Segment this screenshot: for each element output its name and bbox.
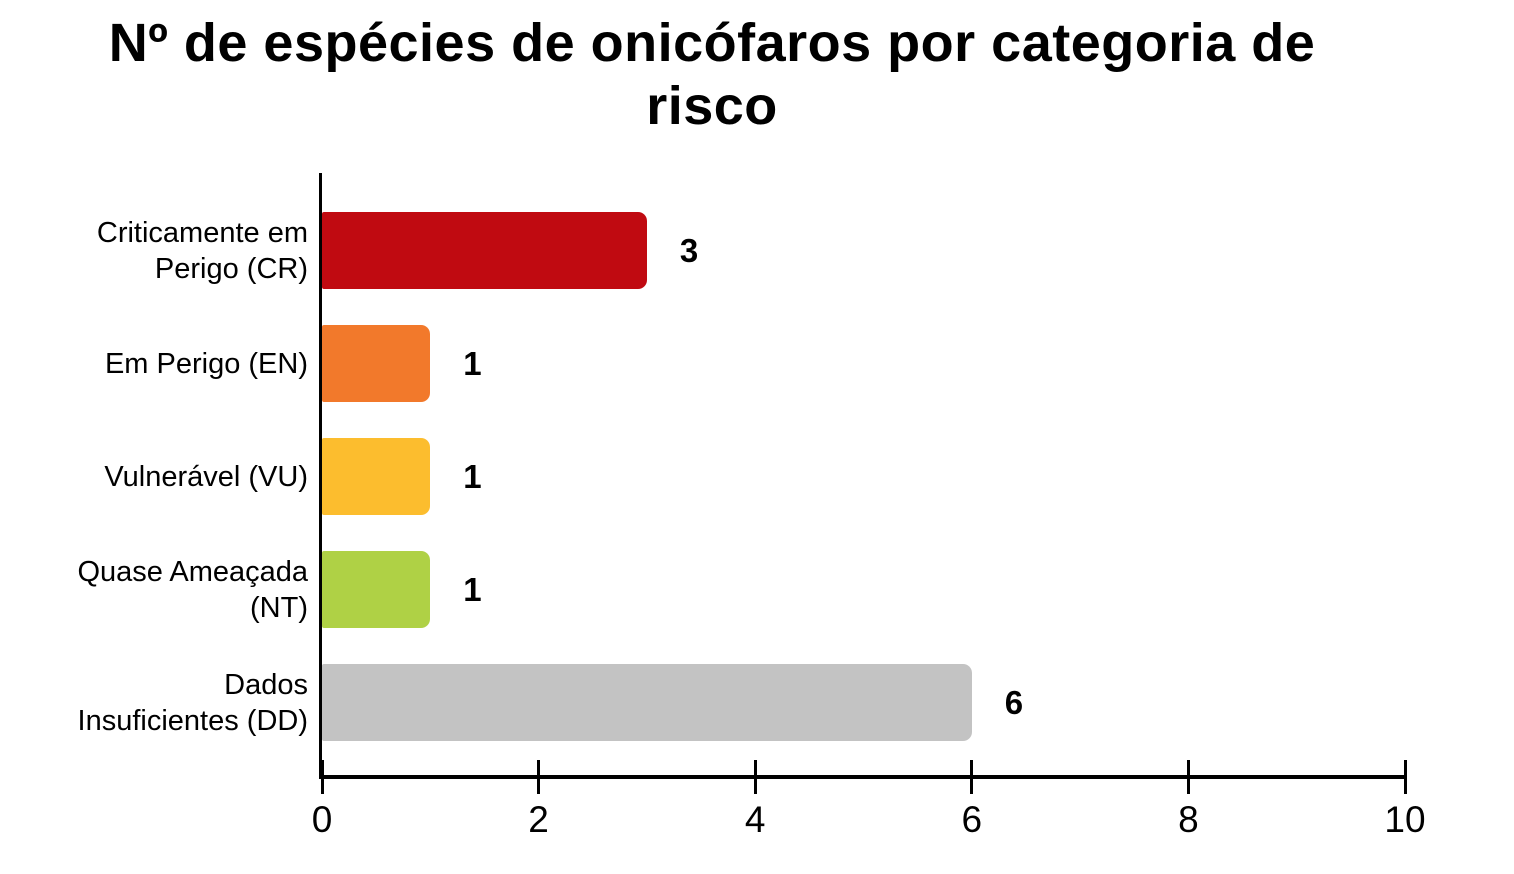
x-axis-tick-label-6: 6 xyxy=(961,799,983,840)
x-axis-tick-8 xyxy=(1186,760,1190,794)
bar-nt xyxy=(322,551,431,628)
value-label-nt: 1 xyxy=(463,571,482,608)
bar-dd xyxy=(322,664,972,741)
x-axis-tick-0 xyxy=(320,760,324,794)
value-label-vu: 1 xyxy=(463,458,482,495)
x-axis-tick-4 xyxy=(753,760,757,794)
category-label-nt: Quase Ameaçada (NT) xyxy=(0,554,308,626)
category-label-dd: Dados Insuficientes (DD) xyxy=(0,667,308,739)
x-axis-tick-label-0: 0 xyxy=(311,799,333,840)
x-axis-tick-10 xyxy=(1403,760,1407,794)
category-label-dd-line-1: Dados xyxy=(224,668,308,701)
chart-title-line-2: risco xyxy=(646,76,778,136)
category-label-en: Em Perigo (EN) xyxy=(0,346,308,382)
category-label-nt-line-2: (NT) xyxy=(250,591,308,624)
category-label-cr-line-2: Perigo (CR) xyxy=(154,252,308,285)
x-axis-tick-label-2: 2 xyxy=(528,799,549,840)
category-label-cr-line-1: Criticamente em xyxy=(96,216,308,249)
x-axis-tick-label-10: 10 xyxy=(1384,799,1426,840)
value-label-cr: 3 xyxy=(679,232,699,269)
plot-area: 3 1 1 1 6 0 2 4 6 8 10 xyxy=(312,173,1426,840)
value-label-en: 1 xyxy=(463,345,482,382)
bar-cr xyxy=(322,212,647,289)
value-label-dd: 6 xyxy=(1004,684,1024,721)
bar-vu xyxy=(322,438,431,515)
x-axis-tick-label-8: 8 xyxy=(1178,799,1199,840)
y-axis-category-labels: Criticamente em Perigo (CR) Em Perigo (EN)… xyxy=(0,173,308,775)
chart-title-line-1: Nº de espécies de onicófaros por categor… xyxy=(108,13,1316,73)
category-label-vu: Vulnerável (VU) xyxy=(0,459,308,495)
x-axis-tick-2 xyxy=(537,760,541,794)
category-label-nt-line-1: Quase Ameaçada xyxy=(77,555,308,588)
category-label-vu-line-1: Vulnerável (VU) xyxy=(104,460,308,493)
x-axis-tick-6 xyxy=(970,760,974,794)
bar-en xyxy=(322,325,431,402)
category-label-dd-line-2: Insuficientes (DD) xyxy=(77,704,308,737)
chart-title: Nº de espécies de onicófaros por categor… xyxy=(0,12,1424,138)
category-label-cr: Criticamente em Perigo (CR) xyxy=(0,215,308,287)
category-label-en-line-1: Em Perigo (EN) xyxy=(104,347,308,380)
x-axis-tick-label-4: 4 xyxy=(744,799,766,840)
